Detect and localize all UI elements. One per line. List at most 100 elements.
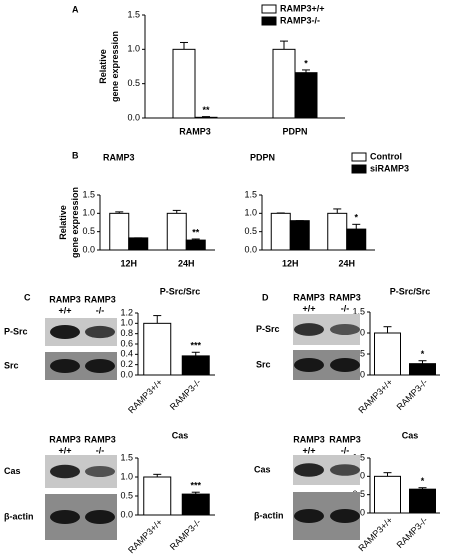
y-axis-label-line: Relative: [58, 205, 68, 240]
blot-band: [85, 510, 115, 524]
y-tick-label: 0.2: [120, 359, 133, 369]
x-tick-label: 24H: [178, 258, 195, 268]
lane-genotype: +/+: [58, 445, 71, 455]
lane-genotype: -/-: [96, 305, 105, 315]
y-tick-label: 0.4: [120, 349, 133, 359]
lane-name: RAMP3: [329, 292, 361, 302]
blot-row-label: P-Src: [4, 326, 28, 336]
bar: [181, 493, 210, 516]
y-tick-label: 1.5: [244, 189, 257, 199]
x-tick-label: RAMP3+/+: [126, 377, 164, 415]
significance: **: [202, 105, 210, 115]
blot-band: [50, 359, 80, 373]
bar: [327, 212, 348, 251]
lane-name: RAMP3: [49, 294, 81, 304]
lane-genotype: -/-: [341, 445, 350, 455]
blot-row-label: Cas: [254, 464, 271, 474]
blot-row-label: Src: [4, 360, 19, 370]
significance: ***: [190, 341, 201, 351]
y-tick-label: 0.0: [120, 369, 133, 379]
blot-band: [294, 358, 324, 372]
y-axis-label-line: gene expression: [110, 31, 120, 102]
bar: [143, 476, 172, 516]
x-tick-label: 12H: [120, 258, 137, 268]
y-tick-label: 0.5: [120, 490, 133, 500]
y-tick-label: 0.0: [82, 244, 95, 254]
blot-band: [50, 510, 80, 524]
y-tick-label: 0.0: [127, 112, 140, 122]
bar: [128, 237, 149, 251]
legend-label: RAMP3-/-: [280, 15, 320, 25]
significance: ***: [190, 481, 201, 491]
lane-genotype: -/-: [341, 303, 350, 313]
x-tick-label: RAMP3: [179, 126, 211, 136]
y-tick-label: 0.5: [127, 78, 140, 88]
legend-label: siRAMP3: [370, 163, 409, 173]
legend-swatch: [351, 152, 367, 162]
x-tick-label: RAMP3+/+: [356, 377, 394, 415]
lane-name: RAMP3: [293, 434, 325, 444]
lane-name: RAMP3: [293, 292, 325, 302]
blot-band: [330, 358, 360, 372]
bar: [143, 322, 172, 376]
x-tick-label: RAMP3-/-: [395, 515, 430, 550]
bar: [181, 355, 210, 376]
chart-title: P-Src/Src: [390, 286, 431, 296]
legend-swatch: [261, 4, 277, 14]
chart-title: Cas: [402, 430, 419, 440]
blot-row-label: Src: [256, 359, 271, 369]
significance: *: [304, 58, 308, 68]
chart-title: RAMP3: [103, 152, 135, 162]
y-tick-label: 0.0: [120, 509, 133, 519]
y-tick-label: 0.6: [120, 338, 133, 348]
blot-band: [50, 464, 80, 479]
lane-name: RAMP3: [84, 294, 116, 304]
blot-band: [294, 323, 324, 336]
bar: [166, 212, 187, 251]
y-axis-label: Relative gene expression: [98, 31, 120, 102]
lane-genotype: +/+: [58, 305, 71, 315]
legend-swatch: [261, 16, 277, 26]
x-tick-label: RAMP3-/-: [168, 377, 203, 412]
bar: [289, 220, 310, 251]
bar: [194, 116, 218, 119]
panel-label: B: [72, 150, 79, 160]
legend-label: Control: [370, 151, 402, 161]
blot-band: [330, 324, 360, 335]
x-tick-label: PDPN: [282, 126, 307, 136]
blot-row-label: β-actin: [4, 511, 34, 521]
bar: [270, 212, 291, 251]
bar: [185, 239, 206, 251]
legend-label: RAMP3+/+: [280, 3, 325, 13]
significance: *: [421, 349, 425, 359]
chart-title: PDPN: [250, 152, 275, 162]
blot-band: [330, 509, 360, 523]
y-tick-label: 1.0: [120, 318, 133, 328]
y-tick-label: 0.5: [82, 226, 95, 236]
x-tick-label: RAMP3-/-: [168, 517, 203, 552]
y-tick-label: 1.0: [120, 471, 133, 481]
y-tick-label: 1.5: [127, 9, 140, 19]
x-tick-label: RAMP3+/+: [126, 517, 164, 555]
y-tick-label: 1.2: [120, 307, 133, 317]
significance: **: [192, 227, 200, 237]
lane-name: RAMP3: [329, 434, 361, 444]
x-tick-label: 12H: [282, 258, 299, 268]
y-tick-label: 0.8: [120, 328, 133, 338]
blot-band: [330, 464, 360, 476]
x-tick-label: RAMP3-/-: [395, 377, 430, 412]
y-axis-label: Relative gene expression: [58, 187, 80, 258]
y-axis-label-line: Relative: [98, 49, 108, 84]
y-tick-label: 0.0: [244, 244, 257, 254]
blot-band: [294, 509, 324, 523]
significance: *: [354, 213, 358, 223]
chart-title: P-Src/Src: [160, 286, 201, 296]
bar: [409, 488, 436, 514]
y-tick-label: 1.0: [127, 44, 140, 54]
blot-band: [85, 359, 115, 373]
lane-genotype: -/-: [96, 445, 105, 455]
bar: [172, 48, 196, 119]
y-tick-label: 1.0: [244, 208, 257, 218]
blot-row-label: β-actin: [254, 510, 284, 520]
